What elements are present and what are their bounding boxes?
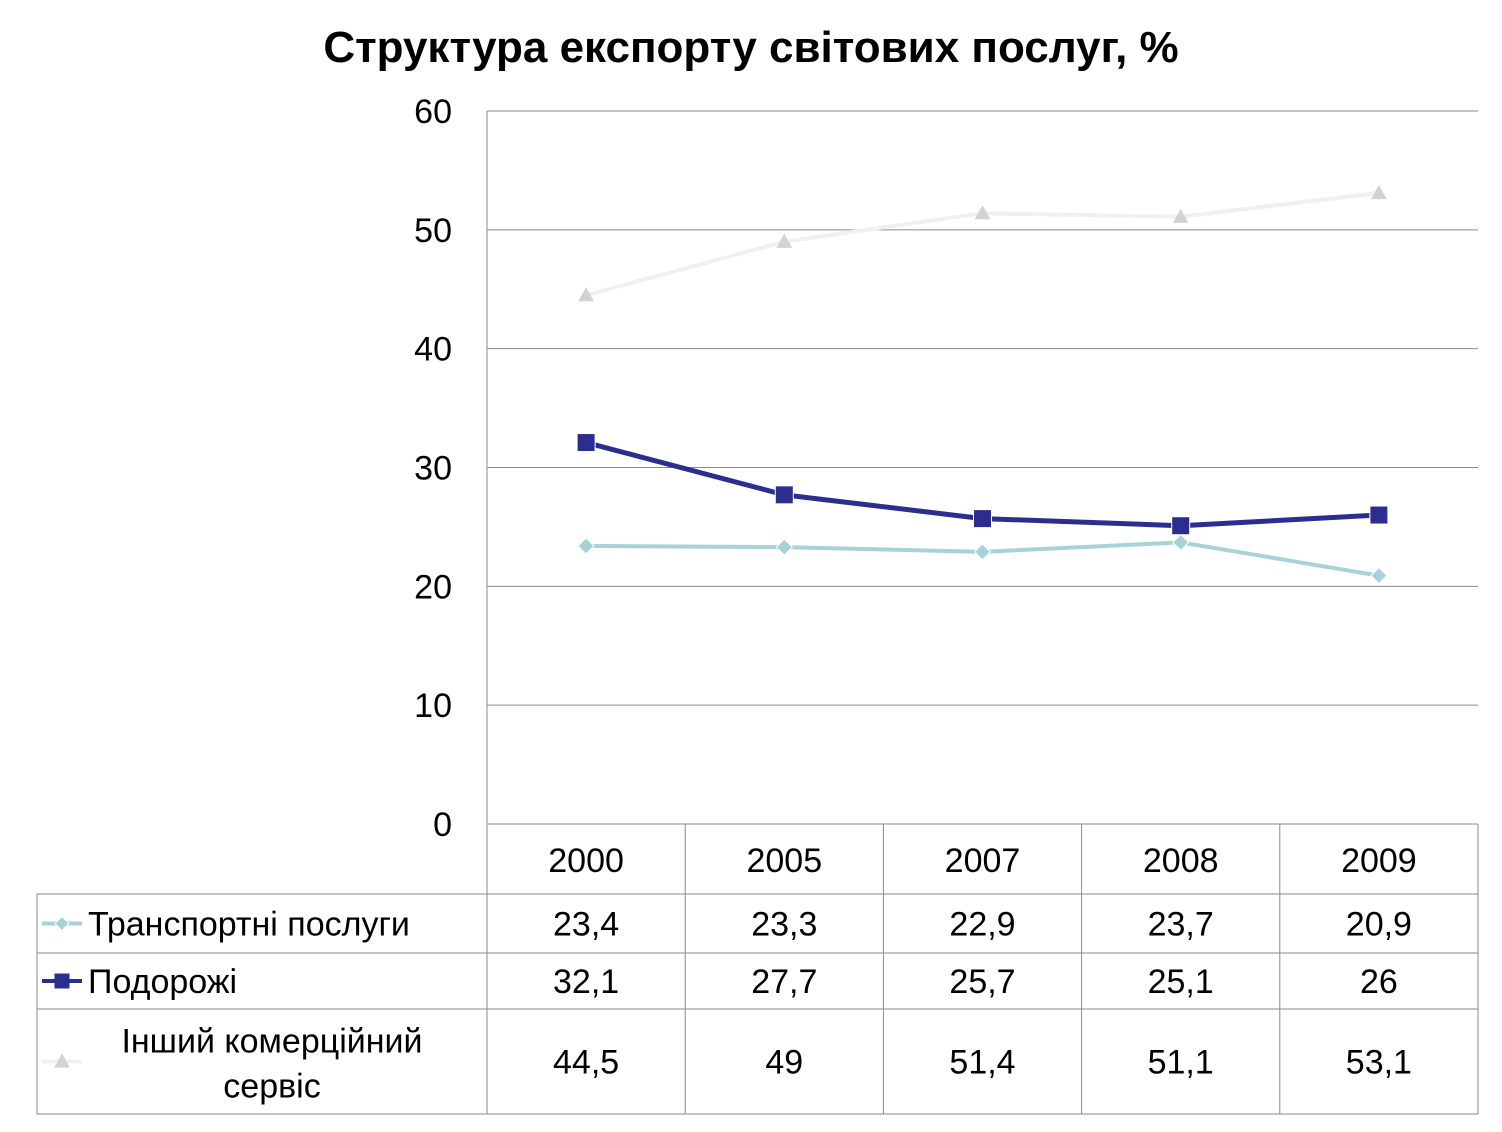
data-label: 26 — [1360, 963, 1398, 1001]
data-point — [1172, 208, 1189, 223]
data-label: 23,7 — [1148, 906, 1214, 944]
data-point — [54, 1053, 70, 1068]
legend-label: Інший комерційний — [121, 1023, 422, 1061]
y-tick-label: 20 — [414, 568, 452, 606]
series-1 — [577, 533, 1388, 585]
data-point — [974, 205, 991, 220]
y-tick-label: 0 — [433, 806, 452, 844]
data-label: 51,1 — [1148, 1044, 1214, 1082]
x-category-label: 2009 — [1341, 842, 1417, 880]
data-point — [577, 537, 595, 555]
data-label: 23,4 — [553, 906, 619, 944]
x-category-label: 2008 — [1143, 842, 1219, 880]
chart-title: Структура експорту світових послуг, % — [323, 23, 1178, 72]
data-label: 25,7 — [949, 963, 1015, 1001]
data-point — [1369, 505, 1389, 525]
data-point — [54, 915, 70, 932]
legend-label: Подорожі — [88, 963, 237, 1001]
data-label: 22,9 — [949, 906, 1015, 944]
y-tick-label: 50 — [414, 212, 452, 250]
data-label: 20,9 — [1346, 906, 1412, 944]
series-2 — [576, 433, 1389, 536]
data-label: 51,4 — [949, 1044, 1015, 1082]
series-3 — [578, 184, 1387, 302]
data-label: 49 — [765, 1044, 803, 1082]
data-point — [1370, 566, 1388, 585]
data-point — [774, 485, 794, 505]
data-point — [578, 287, 594, 302]
data-label: 53,1 — [1346, 1044, 1412, 1082]
series-lines — [576, 184, 1389, 585]
y-tick-label: 30 — [414, 450, 452, 488]
data-point — [54, 973, 70, 989]
data-point — [1171, 516, 1191, 536]
y-tick-label: 40 — [414, 331, 452, 369]
data-label: 32,1 — [553, 963, 619, 1001]
data-point — [1171, 533, 1190, 552]
x-category-label: 2007 — [945, 842, 1021, 880]
y-tick-label: 60 — [414, 93, 452, 131]
x-category-label: 2000 — [548, 842, 624, 880]
data-label: 27,7 — [751, 963, 817, 1001]
data-point — [973, 543, 992, 561]
y-axis-ticks: 0 10 20 30 40 50 60 — [414, 93, 452, 844]
data-point — [1371, 184, 1387, 200]
legend-label: сервіс — [223, 1068, 320, 1106]
data-label: 25,1 — [1148, 963, 1214, 1001]
data-label: 23,3 — [751, 906, 817, 944]
y-tick-label: 10 — [414, 687, 452, 725]
x-category-label: 2005 — [746, 842, 822, 880]
legend-label: Транспортні послуги — [88, 906, 410, 944]
data-table: 2000 2005 2007 2008 2009 Транспортні послуги 2… — [36, 823, 1479, 1115]
data-point — [775, 538, 794, 556]
gridlines — [486, 110, 1478, 824]
data-label: 44,5 — [553, 1044, 619, 1082]
data-point — [576, 433, 596, 453]
data-point — [973, 509, 992, 529]
data-point — [776, 233, 793, 248]
